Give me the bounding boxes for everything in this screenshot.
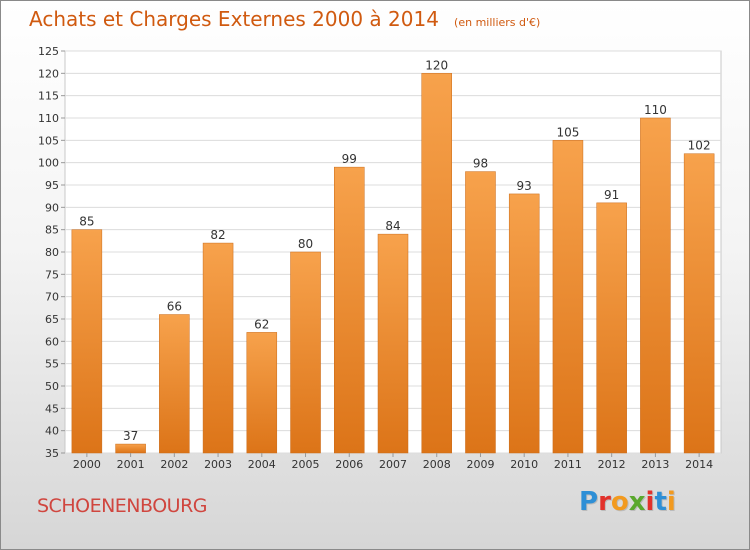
x-axis-ticks: 2000 2001 2002 2003 2004 2005 2006 2007 2008 2009… <box>73 453 713 471</box>
bar-2008 <box>421 73 452 454</box>
y-tick-label: 65 <box>45 313 59 326</box>
data-label-2012: 91 <box>604 188 619 202</box>
data-label-2007: 84 <box>385 219 400 233</box>
x-tick-label-2004: 2004 <box>248 458 276 471</box>
logo-letter: t <box>654 487 667 517</box>
y-tick-label: 80 <box>45 246 59 259</box>
bar-2010 <box>508 193 540 454</box>
data-label-2002: 66 <box>167 300 182 314</box>
data-label-2001: 37 <box>123 429 138 443</box>
y-tick-label: 115 <box>38 90 59 103</box>
data-label-2011: 105 <box>556 125 579 139</box>
y-tick-label: 40 <box>45 425 59 438</box>
logo-letter: i <box>645 487 655 517</box>
x-tick-label-2008: 2008 <box>423 458 451 471</box>
x-tick-label-2010: 2010 <box>510 458 538 471</box>
data-labels: 85 37 66 82 62 80 99 84 120 98 93 105 91 110 102 <box>79 58 710 443</box>
y-tick-label: 110 <box>38 112 59 125</box>
bar-2014 <box>683 153 715 454</box>
proxiti-logo: Proxiti <box>579 487 676 517</box>
x-tick-label-2001: 2001 <box>117 458 145 471</box>
bar-2001 <box>115 443 146 454</box>
bar-2000 <box>71 229 103 454</box>
bar-2004 <box>246 332 278 454</box>
y-tick-label: 100 <box>38 157 59 170</box>
bar-2003 <box>202 242 234 454</box>
bar-2009 <box>465 171 496 454</box>
x-tick-label-2005: 2005 <box>292 458 320 471</box>
x-tick-label-2006: 2006 <box>335 458 363 471</box>
y-tick-label: 45 <box>45 402 59 415</box>
data-label-2010: 93 <box>517 179 532 193</box>
data-label-2008: 120 <box>425 58 448 72</box>
data-label-2009: 98 <box>473 157 488 171</box>
bar-2011 <box>552 140 584 454</box>
chart-unit: (en milliers d'€) <box>454 16 541 29</box>
y-tick-label: 35 <box>45 447 59 460</box>
x-tick-label-2000: 2000 <box>73 458 101 471</box>
y-tick-label: 95 <box>45 179 59 192</box>
town-name: SCHOENENBOURG <box>37 495 208 517</box>
y-tick-label: 90 <box>45 201 59 214</box>
y-tick-label: 125 <box>38 45 59 58</box>
logo-letter: P <box>579 487 599 517</box>
logo-letter: r <box>598 487 611 517</box>
chart-title: Achats et Charges Externes 2000 à 2014 <box>29 7 439 31</box>
y-tick-label: 75 <box>45 268 59 281</box>
data-label-2004: 62 <box>254 317 269 331</box>
x-tick-label-2011: 2011 <box>554 458 582 471</box>
data-label-2003: 82 <box>210 228 225 242</box>
data-label-2014: 102 <box>688 139 711 153</box>
logo-letter: o <box>610 487 629 517</box>
y-tick-label: 60 <box>45 335 59 348</box>
data-label-2005: 80 <box>298 237 313 251</box>
logo-letter: x <box>628 487 646 517</box>
y-tick-label: 55 <box>45 358 59 371</box>
bar-2006 <box>334 166 365 454</box>
y-axis-ticks: 35 40 45 50 55 60 65 70 75 80 85 90 95 100 105 110 115 12… <box>38 45 65 460</box>
x-tick-label-2002: 2002 <box>160 458 188 471</box>
data-label-2006: 99 <box>342 152 357 166</box>
bars <box>71 73 715 454</box>
x-tick-label-2003: 2003 <box>204 458 232 471</box>
y-tick-label: 120 <box>38 67 59 80</box>
logo-letter: i <box>666 487 676 517</box>
data-label-2000: 85 <box>79 215 94 229</box>
y-tick-label: 70 <box>45 291 59 304</box>
bar-2002 <box>159 314 190 454</box>
bar-2007 <box>377 233 409 454</box>
x-tick-label-2009: 2009 <box>466 458 494 471</box>
title-row: Achats et Charges Externes 2000 à 2014 (… <box>29 7 540 31</box>
x-tick-label-2012: 2012 <box>598 458 626 471</box>
y-tick-label: 50 <box>45 380 59 393</box>
x-tick-label-2007: 2007 <box>379 458 407 471</box>
bar-2013 <box>640 117 671 454</box>
x-tick-label-2013: 2013 <box>641 458 669 471</box>
data-label-2013: 110 <box>644 103 667 117</box>
bar-2012 <box>596 202 627 454</box>
x-tick-label-2014: 2014 <box>685 458 713 471</box>
y-tick-label: 85 <box>45 224 59 237</box>
bar-2005 <box>290 251 321 454</box>
y-tick-label: 105 <box>38 134 59 147</box>
